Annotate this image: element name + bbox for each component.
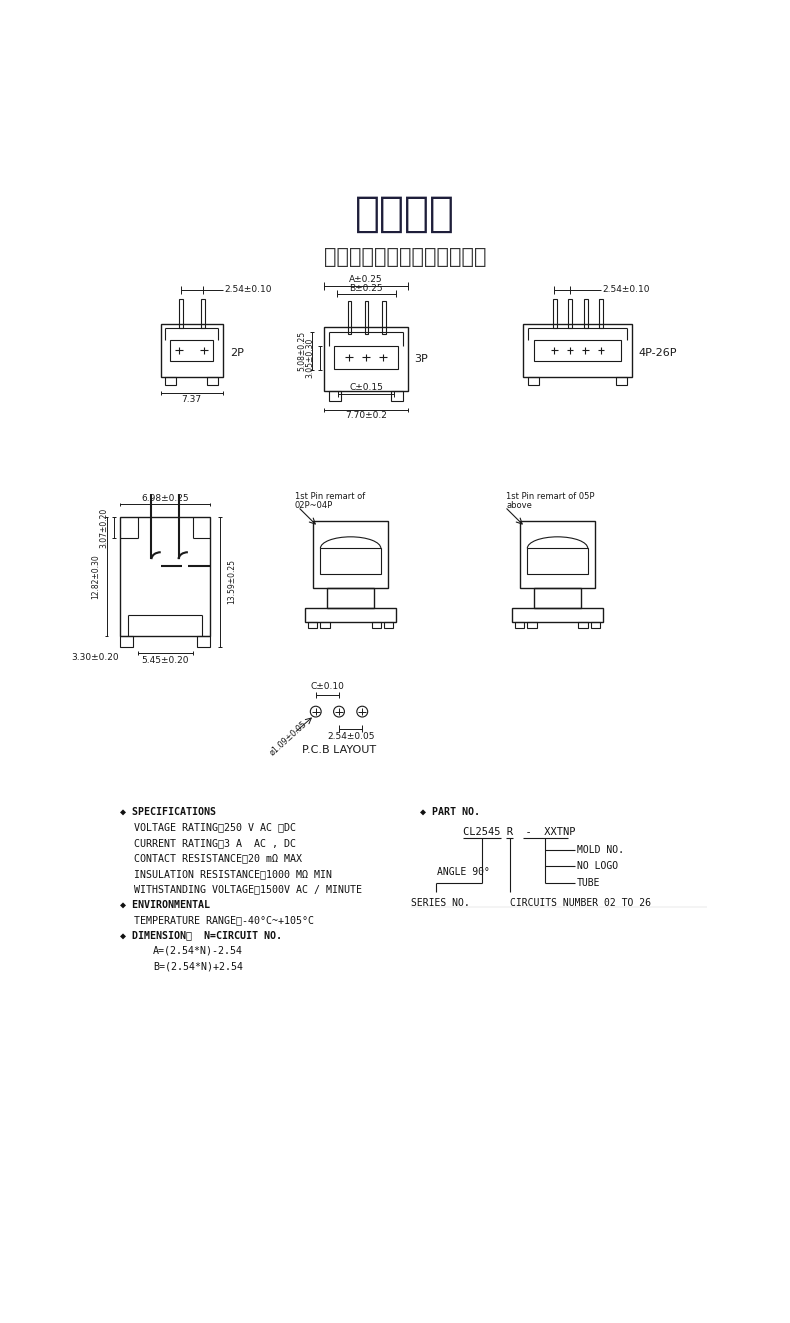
- Text: ◆ SPECIFICATIONS: ◆ SPECIFICATIONS: [120, 807, 216, 818]
- Text: NO LOGO: NO LOGO: [577, 861, 618, 871]
- Bar: [534, 589, 581, 609]
- Bar: [120, 517, 209, 636]
- Bar: [578, 622, 588, 628]
- Text: ø1.09±0.05: ø1.09±0.05: [268, 718, 308, 757]
- Bar: [568, 299, 572, 328]
- Text: 3.30±0.20: 3.30±0.20: [71, 654, 119, 663]
- Bar: [553, 299, 557, 328]
- Bar: [198, 636, 209, 647]
- Bar: [170, 340, 213, 360]
- Text: 1st Pin remart of 05P: 1st Pin remart of 05P: [506, 492, 595, 500]
- Bar: [314, 521, 388, 589]
- Bar: [329, 390, 341, 401]
- Text: MOLD NO.: MOLD NO.: [577, 845, 624, 855]
- Text: INSULATION RESISTANCE：1000 MΩ MIN: INSULATION RESISTANCE：1000 MΩ MIN: [134, 869, 333, 878]
- Text: VOLTAGE RATING：250 V AC ，DC: VOLTAGE RATING：250 V AC ，DC: [134, 823, 296, 832]
- Bar: [391, 390, 404, 401]
- Bar: [207, 377, 218, 385]
- Text: above: above: [506, 501, 532, 509]
- Bar: [616, 377, 627, 385]
- Bar: [584, 299, 588, 328]
- Text: 5.45±0.20: 5.45±0.20: [141, 655, 189, 664]
- Text: P.C.B LAYOUT: P.C.B LAYOUT: [302, 745, 376, 755]
- Bar: [528, 548, 588, 574]
- Text: TUBE: TUBE: [577, 877, 600, 888]
- Text: 4P-26P: 4P-26P: [638, 348, 677, 357]
- Text: C±0.15: C±0.15: [349, 382, 383, 392]
- Text: WITHSTANDING VOLTAGE：1500V AC / MINUTE: WITHSTANDING VOLTAGE：1500V AC / MINUTE: [134, 884, 363, 894]
- Bar: [591, 622, 600, 628]
- Bar: [528, 377, 539, 385]
- Bar: [201, 299, 205, 328]
- Bar: [364, 302, 368, 333]
- Text: A±0.25: A±0.25: [349, 275, 383, 284]
- Bar: [524, 324, 632, 377]
- Text: CONTACT RESISTANCE：20 mΩ MAX: CONTACT RESISTANCE：20 mΩ MAX: [134, 853, 303, 864]
- Bar: [334, 345, 398, 369]
- Text: 2P: 2P: [231, 348, 244, 357]
- Text: CIRCUITS NUMBER 02 TO 26: CIRCUITS NUMBER 02 TO 26: [510, 898, 651, 908]
- Bar: [521, 521, 595, 589]
- Bar: [348, 302, 352, 333]
- Text: TEMPERATURE RANGE：-40°C~+105°C: TEMPERATURE RANGE：-40°C~+105°C: [134, 916, 314, 925]
- Text: 12.82±0.30: 12.82±0.30: [91, 554, 100, 599]
- Text: B=(2.54*N)+2.54: B=(2.54*N)+2.54: [153, 960, 243, 971]
- Text: C±0.10: C±0.10: [310, 683, 344, 692]
- Text: 13.59±0.25: 13.59±0.25: [227, 560, 235, 605]
- Text: 7.37: 7.37: [182, 394, 201, 404]
- Bar: [512, 609, 604, 622]
- Text: 6.98±0.25: 6.98±0.25: [141, 493, 189, 503]
- Text: 3.07±0.20: 3.07±0.20: [100, 508, 109, 548]
- Bar: [600, 299, 604, 328]
- Text: 7.70±0.2: 7.70±0.2: [345, 411, 387, 421]
- Text: ◆ PART NO.: ◆ PART NO.: [420, 807, 480, 818]
- Bar: [534, 340, 621, 360]
- Text: 3.05±0.30: 3.05±0.30: [305, 337, 314, 378]
- Bar: [528, 622, 536, 628]
- Text: 2.54±0.05: 2.54±0.05: [327, 732, 374, 741]
- Text: CURRENT RATING：3 A  AC , DC: CURRENT RATING：3 A AC , DC: [134, 837, 296, 848]
- Text: ◆ ENVIRONMENTAL: ◆ ENVIRONMENTAL: [120, 900, 210, 909]
- Bar: [327, 589, 374, 609]
- Bar: [371, 622, 381, 628]
- Text: CL2545 R  -  XXTNP: CL2545 R - XXTNP: [463, 827, 575, 837]
- Bar: [321, 548, 381, 574]
- Bar: [515, 622, 525, 628]
- Text: ◆ DIMENSION：  N=CIRCUIT NO.: ◆ DIMENSION： N=CIRCUIT NO.: [120, 930, 283, 941]
- Bar: [160, 324, 223, 377]
- Text: 規格齊全，您想要的我們都有: 規格齊全，您想要的我們都有: [324, 247, 486, 267]
- Bar: [120, 636, 133, 647]
- Text: A=(2.54*N)-2.54: A=(2.54*N)-2.54: [153, 946, 243, 955]
- Bar: [305, 609, 397, 622]
- Bar: [165, 377, 176, 385]
- Bar: [179, 299, 183, 328]
- Text: SERIES NO.: SERIES NO.: [411, 898, 470, 908]
- Text: 2.54±0.10: 2.54±0.10: [224, 286, 272, 294]
- Bar: [382, 302, 386, 333]
- Bar: [308, 622, 318, 628]
- Text: 1st Pin remart of: 1st Pin remart of: [295, 492, 365, 500]
- Bar: [324, 327, 408, 390]
- Bar: [321, 622, 329, 628]
- Text: 規格參數: 規格參數: [355, 193, 455, 235]
- Text: ANGLE 90°: ANGLE 90°: [438, 867, 491, 877]
- Text: 3P: 3P: [414, 355, 428, 364]
- Text: B±0.25: B±0.25: [349, 283, 383, 292]
- Bar: [384, 622, 393, 628]
- Text: 02P~04P: 02P~04P: [295, 501, 333, 509]
- Text: 5.08±0.25: 5.08±0.25: [297, 331, 307, 370]
- Text: 2.54±0.10: 2.54±0.10: [603, 286, 650, 294]
